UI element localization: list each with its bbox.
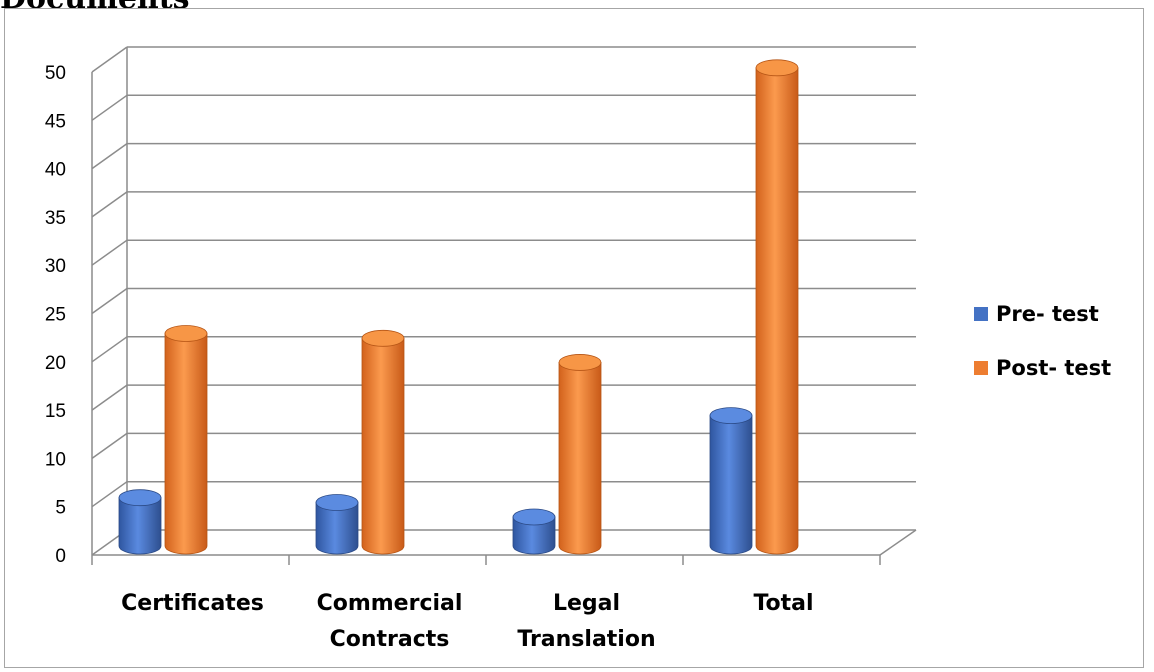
gridline-diag — [91, 46, 128, 73]
legend-label-pre-test: Pre- test — [996, 302, 1099, 326]
bar-posttest-0 — [164, 325, 208, 555]
gridline-diag — [91, 336, 128, 363]
bar-pretest-2 — [512, 508, 556, 555]
legend-label-post-test: Post- test — [996, 356, 1112, 380]
x-category-label: Total — [753, 591, 813, 616]
gridline-diag — [91, 481, 128, 508]
y-tick-label: 45 — [45, 111, 66, 132]
bar-pretest-1 — [315, 494, 359, 555]
gridline-diag — [91, 287, 128, 315]
y-tick-label: 35 — [45, 208, 66, 229]
gridline-diag — [91, 94, 128, 121]
legend-swatch-post-test — [974, 361, 988, 375]
y-tick-label: 5 — [55, 498, 66, 519]
y-tick-label: 0 — [55, 546, 66, 567]
bar-pretest-0 — [118, 489, 162, 555]
legend-item-pre-test: Pre- test — [974, 300, 1111, 328]
page-heading: Documents — [0, 0, 190, 14]
y-tick-label: 25 — [45, 305, 66, 326]
legend-swatch-pre-test — [974, 307, 988, 321]
gridline-diag — [91, 191, 128, 218]
x-category-label: Certificates — [121, 591, 264, 616]
bar-pretest-3 — [709, 407, 753, 555]
gridline-diag — [91, 432, 128, 460]
bar-posttest-1 — [361, 329, 405, 555]
floor-edge — [879, 529, 917, 556]
chart-frame — [4, 8, 1144, 668]
bar-posttest-2 — [558, 354, 602, 555]
x-category-label: Commercial Contracts — [317, 591, 463, 652]
y-tick-label: 30 — [45, 256, 66, 277]
legend-item-post-test: Post- test — [974, 354, 1111, 382]
gridline-diag — [91, 384, 128, 411]
x-category-label: Legal Translation — [517, 591, 655, 652]
y-tick-label: 40 — [45, 160, 66, 181]
y-tick-label: 50 — [45, 63, 66, 84]
y-tick-label: 10 — [45, 449, 66, 470]
chart-legend: Pre- test Post- test — [974, 300, 1111, 408]
gridline-diag — [91, 142, 128, 170]
y-tick-label: 15 — [45, 401, 66, 422]
y-tick-label: 20 — [45, 353, 66, 374]
gridline-diag — [91, 239, 128, 266]
bar-posttest-3 — [755, 59, 799, 555]
